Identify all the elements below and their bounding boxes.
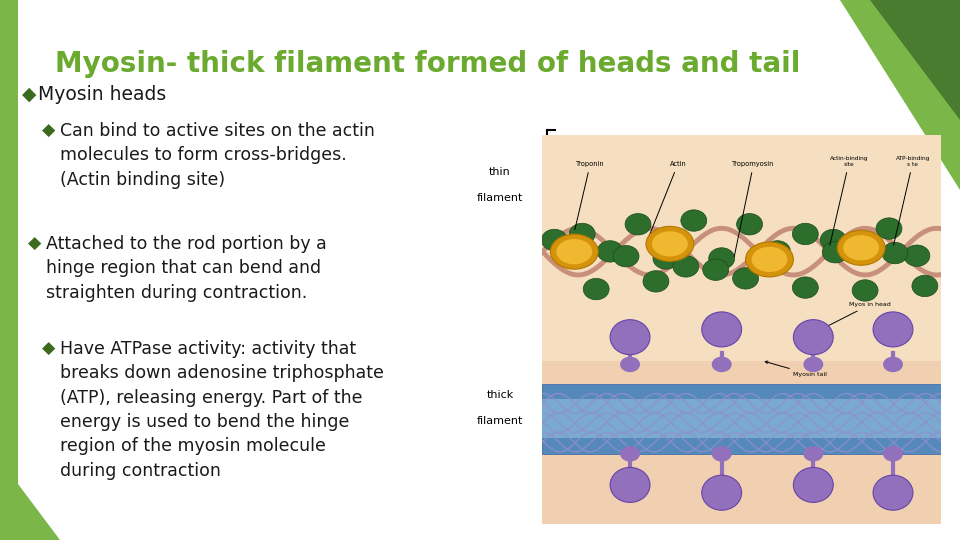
Text: Tropomyosin: Tropomyosin	[732, 161, 775, 256]
Ellipse shape	[762, 248, 788, 269]
Ellipse shape	[736, 213, 762, 235]
Ellipse shape	[625, 213, 651, 235]
Ellipse shape	[873, 312, 913, 347]
Text: Myosin tail: Myosin tail	[765, 361, 828, 377]
Ellipse shape	[792, 277, 818, 298]
Ellipse shape	[702, 312, 741, 347]
Text: ATP-binding
s te: ATP-binding s te	[894, 156, 930, 245]
Text: Can bind to active sites on the actin
molecules to form cross-bridges.
(Actin bi: Can bind to active sites on the actin mo…	[60, 122, 374, 188]
Ellipse shape	[732, 268, 758, 289]
Ellipse shape	[646, 226, 694, 261]
Ellipse shape	[876, 218, 902, 239]
Ellipse shape	[550, 234, 598, 269]
FancyBboxPatch shape	[542, 135, 941, 524]
Ellipse shape	[702, 475, 741, 510]
Ellipse shape	[681, 210, 707, 231]
Ellipse shape	[611, 320, 650, 355]
Ellipse shape	[711, 446, 732, 462]
Ellipse shape	[620, 446, 640, 462]
Text: Myosin heads: Myosin heads	[38, 85, 166, 104]
FancyBboxPatch shape	[542, 135, 941, 361]
Ellipse shape	[620, 356, 640, 372]
Ellipse shape	[643, 271, 669, 292]
Ellipse shape	[553, 241, 579, 262]
Ellipse shape	[793, 468, 833, 502]
Ellipse shape	[703, 259, 729, 280]
Ellipse shape	[823, 241, 849, 263]
Text: Myosin- thick filament formed of heads and tail: Myosin- thick filament formed of heads a…	[55, 50, 801, 78]
Ellipse shape	[653, 248, 679, 269]
Ellipse shape	[673, 256, 699, 277]
Ellipse shape	[883, 446, 903, 462]
Ellipse shape	[584, 279, 610, 300]
Ellipse shape	[792, 223, 818, 245]
Ellipse shape	[541, 230, 567, 251]
Polygon shape	[0, 0, 18, 540]
Text: thin: thin	[490, 167, 511, 177]
Ellipse shape	[837, 230, 885, 265]
Text: Have ATPase activity: activity that
breaks down adenosine triphosphate
(ATP), re: Have ATPase activity: activity that brea…	[60, 340, 384, 480]
Polygon shape	[0, 460, 60, 540]
Ellipse shape	[752, 247, 787, 272]
Text: filament: filament	[477, 193, 523, 203]
Text: Troponin: Troponin	[575, 161, 605, 230]
Ellipse shape	[912, 275, 938, 296]
FancyBboxPatch shape	[542, 384, 941, 454]
Ellipse shape	[557, 239, 592, 264]
Ellipse shape	[804, 356, 824, 372]
Text: ◆: ◆	[42, 122, 56, 140]
Ellipse shape	[793, 320, 833, 355]
Ellipse shape	[883, 356, 903, 372]
Ellipse shape	[904, 245, 930, 266]
FancyBboxPatch shape	[542, 361, 941, 524]
Text: ◆: ◆	[28, 235, 41, 253]
Polygon shape	[870, 0, 960, 120]
Text: ◆: ◆	[42, 340, 56, 358]
Ellipse shape	[711, 356, 732, 372]
Ellipse shape	[882, 242, 908, 264]
Ellipse shape	[873, 475, 913, 510]
Ellipse shape	[852, 280, 878, 301]
Polygon shape	[760, 0, 960, 190]
Text: Actin: Actin	[647, 161, 686, 241]
Ellipse shape	[708, 248, 734, 269]
Ellipse shape	[652, 231, 687, 256]
Text: Attached to the rod portion by a
hinge region that can bend and
straighten durin: Attached to the rod portion by a hinge r…	[46, 235, 326, 302]
Ellipse shape	[613, 246, 639, 267]
Ellipse shape	[849, 235, 874, 256]
Ellipse shape	[597, 241, 623, 262]
Text: thick: thick	[487, 389, 514, 400]
Text: Actin-binding
site: Actin-binding site	[829, 156, 869, 245]
Text: filament: filament	[477, 415, 523, 426]
Ellipse shape	[804, 446, 824, 462]
Text: ◆: ◆	[22, 85, 36, 104]
Ellipse shape	[611, 468, 650, 502]
Ellipse shape	[746, 242, 793, 277]
Ellipse shape	[764, 241, 790, 262]
Ellipse shape	[569, 223, 595, 245]
FancyBboxPatch shape	[542, 400, 941, 438]
Ellipse shape	[820, 230, 846, 251]
Text: Myos in head: Myos in head	[817, 302, 891, 332]
Ellipse shape	[843, 235, 879, 260]
